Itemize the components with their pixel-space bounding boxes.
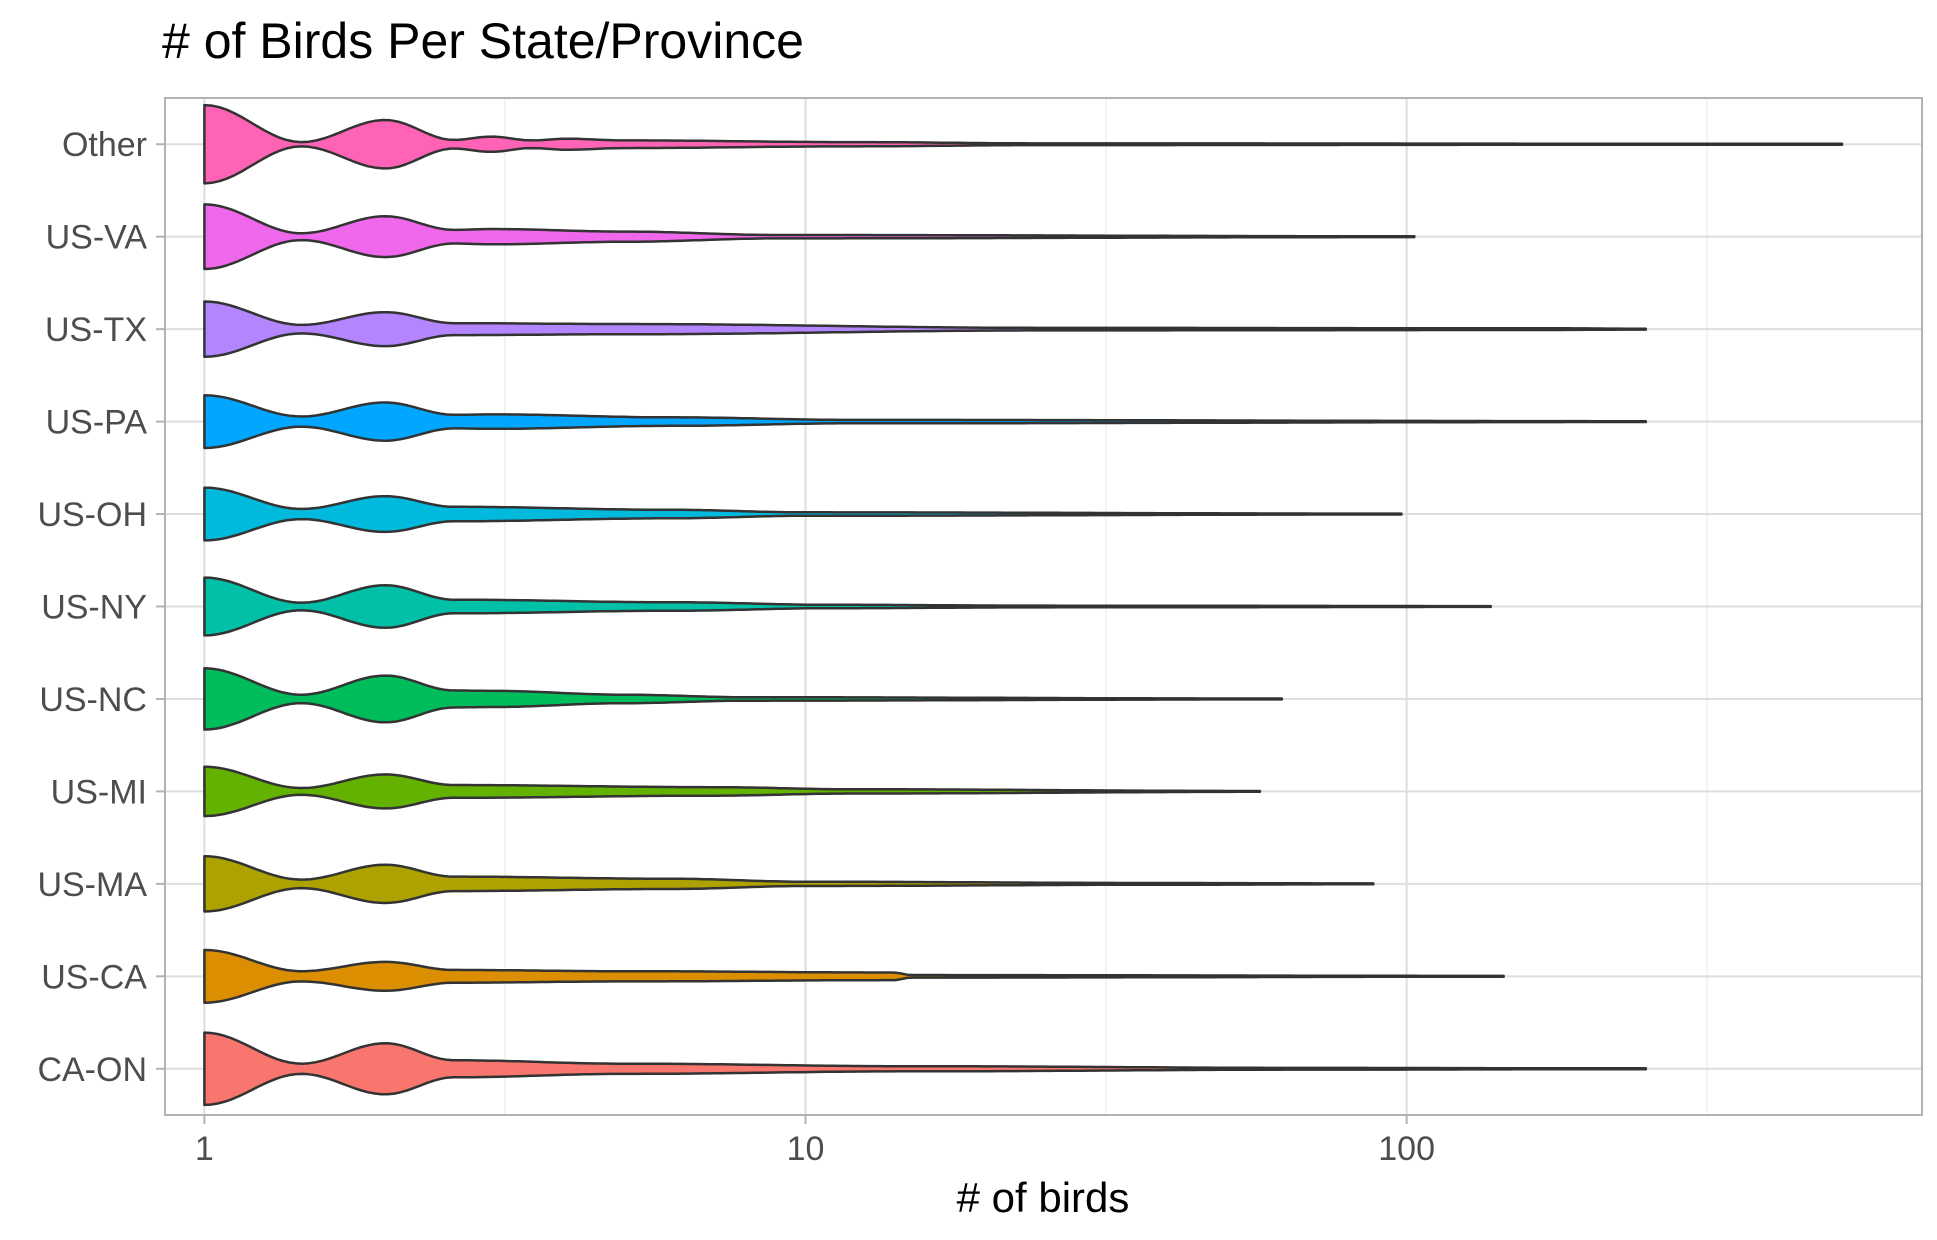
x-axis-title: # of birds <box>957 1174 1130 1221</box>
violin-us-oh <box>203 486 1403 542</box>
violin-us-pa <box>203 393 1648 450</box>
chart-title: # of Birds Per State/Province <box>162 13 804 69</box>
y-tick-label: CA-ON <box>37 1051 147 1089</box>
y-tick-label: US-PA <box>46 404 148 442</box>
x-tick-label: 10 <box>787 1130 825 1168</box>
y-tick-label: US-OH <box>37 496 147 534</box>
x-axis: 1 10 100 <box>195 1115 1435 1168</box>
violin-ca-on <box>203 1031 1648 1107</box>
y-tick-label: US-MI <box>51 773 147 811</box>
violin-us-ca <box>203 948 1505 1004</box>
violin-us-tx <box>203 300 1648 359</box>
violin-us-nc <box>203 667 1284 731</box>
violin-us-ma <box>203 854 1375 913</box>
violin-other <box>203 103 1844 185</box>
y-tick-label: US-CA <box>41 958 147 996</box>
violin-us-mi <box>203 765 1262 818</box>
y-tick-label: US-NC <box>39 681 147 719</box>
x-tick-label: 1 <box>195 1130 214 1168</box>
violins <box>203 103 1844 1107</box>
y-tick-label: US-VA <box>46 219 148 257</box>
y-tick-label: US-MA <box>37 866 147 904</box>
y-tick-label: Other <box>62 126 147 164</box>
y-tick-label: US-NY <box>41 589 147 627</box>
violin-us-ny <box>203 576 1492 637</box>
y-tick-label: US-TX <box>45 311 147 349</box>
y-axis: CA-ON US-CA US-MA US-MI US-NC US-NY US-OH US-PA… <box>37 126 165 1089</box>
violin-us-va <box>203 203 1416 271</box>
x-tick-label: 100 <box>1378 1130 1435 1168</box>
